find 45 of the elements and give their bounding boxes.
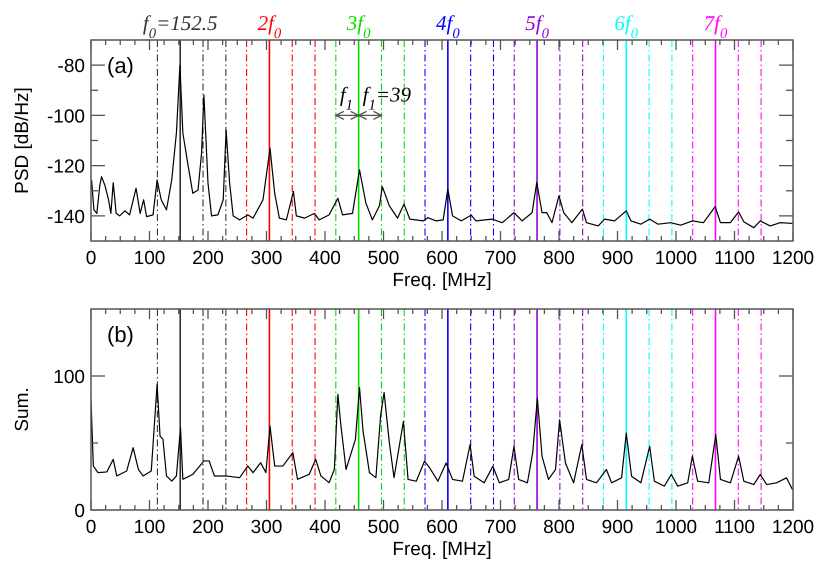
ref-line-label: 6f$_{0}$ — [614, 11, 639, 42]
y-tick-label: -80 — [58, 56, 85, 78]
y-tick-label: -140 — [46, 206, 85, 228]
x-tick-label: 400 — [309, 248, 341, 269]
ref-line-label: f$_{0}$=152.5 — [142, 11, 218, 42]
ref-line-label: 7f$_{0}$ — [704, 11, 728, 42]
x-tick-label: 800 — [543, 517, 575, 538]
x-tick-label: 200 — [192, 248, 224, 269]
y-tick-label: 100 — [53, 367, 85, 388]
x-tick-label: 300 — [250, 517, 282, 538]
x-tick-label: 600 — [426, 517, 458, 538]
y-tick-label: -120 — [46, 156, 85, 178]
x-tick-label: 800 — [543, 248, 575, 269]
x-tick-label: 100 — [134, 248, 166, 269]
x-axis-title: Freq. [MHz] — [392, 270, 492, 291]
x-tick-label: 300 — [250, 248, 282, 269]
x-tick-label: 200 — [192, 517, 224, 538]
ref-line-label: 4f$_{0}$ — [436, 11, 460, 42]
x-tick-label: 1200 — [772, 248, 814, 269]
x-tick-label: 500 — [368, 517, 400, 538]
y-axis-title: Sum. — [12, 387, 33, 432]
x-tick-label: 700 — [484, 517, 516, 538]
x-axis-title: Freq. [MHz] — [392, 539, 492, 560]
y-tick-label: 0 — [74, 501, 85, 522]
x-tick-label: 1100 — [714, 517, 755, 538]
annotation: f$_{1}$ — [340, 82, 354, 114]
ref-line-label: 5f$_{0}$ — [525, 11, 550, 42]
ref-line-label: 2f$_{0}$ — [258, 11, 282, 42]
x-tick-label: 1000 — [654, 248, 698, 269]
x-tick-label: 1200 — [772, 517, 814, 538]
x-tick-label: 900 — [602, 248, 634, 269]
x-tick-label: 1100 — [714, 248, 755, 269]
x-tick-label: 900 — [602, 517, 634, 538]
x-tick-label: 1000 — [654, 517, 698, 538]
ref-line-label: 3f$_{0}$ — [346, 11, 372, 42]
x-tick-label: 500 — [368, 248, 400, 269]
y-axis-title: PSD [dB/Hz] — [12, 87, 33, 194]
x-tick-label: 400 — [309, 517, 341, 538]
annotation: (b) — [107, 322, 134, 347]
annotation: (a) — [107, 53, 134, 78]
x-tick-label: 100 — [134, 517, 166, 538]
x-tick-label: 600 — [426, 248, 458, 269]
annotation: f$_{1}$=39 — [362, 82, 412, 114]
y-tick-label: -100 — [46, 106, 85, 128]
x-tick-label: 700 — [484, 248, 516, 269]
